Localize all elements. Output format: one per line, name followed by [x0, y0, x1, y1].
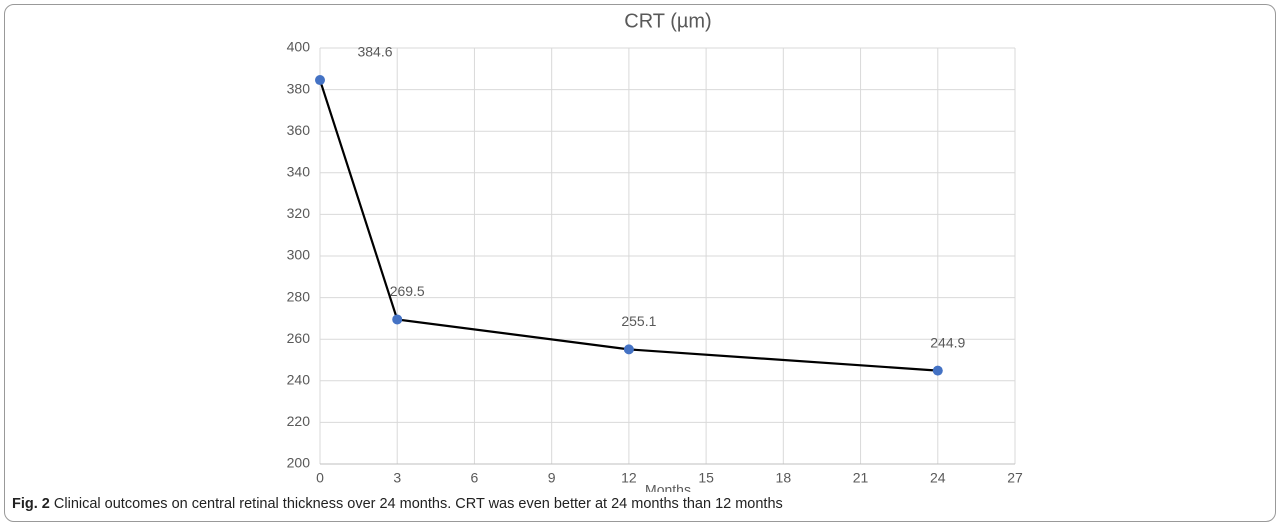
x-tick-label: 24 [930, 470, 946, 486]
caption: Fig. 2 Clinical outcomes on central reti… [12, 496, 783, 512]
y-tick-label: 220 [287, 413, 311, 429]
marker [315, 75, 325, 86]
x-tick-label: 12 [621, 470, 637, 486]
x-axis-label: Months [645, 482, 691, 492]
y-tick-label: 300 [287, 247, 311, 263]
marker [932, 365, 943, 376]
y-tick-label: 400 [287, 39, 311, 55]
caption-label: Fig. 2 [12, 496, 50, 512]
data-label: 244.9 [930, 334, 965, 350]
y-tick-label: 280 [287, 288, 311, 304]
marker [392, 314, 403, 325]
data-label: 269.5 [390, 283, 425, 299]
y-tick-label: 340 [287, 164, 311, 180]
caption-text: Clinical outcomes on central retinal thi… [53, 496, 783, 512]
x-tick-label: 21 [853, 470, 869, 486]
data-label: 255.1 [621, 313, 656, 329]
data-label: 384.6 [357, 44, 392, 60]
x-tick-label: 15 [698, 470, 714, 486]
x-tick-label: 6 [471, 470, 479, 486]
y-tick-label: 200 [287, 455, 311, 471]
y-tick-label: 320 [287, 205, 311, 221]
x-tick-label: 9 [548, 470, 556, 486]
chart: CRT (µm) Months 200220240260280300320340… [287, 10, 1023, 492]
y-tick-label: 240 [287, 372, 311, 388]
marker [623, 344, 634, 355]
y-tick-label: 360 [287, 122, 311, 138]
x-tick-label: 3 [393, 470, 401, 486]
x-tick-label: 18 [776, 470, 792, 486]
x-tick-label: 27 [1007, 470, 1023, 486]
x-tick-label: 0 [316, 470, 324, 486]
y-tick-label: 260 [287, 330, 311, 346]
line [318, 79, 938, 372]
y-tick-label: 380 [287, 80, 311, 96]
chart-title: CRT (µm) [624, 10, 711, 32]
figure-frame [4, 4, 1276, 522]
